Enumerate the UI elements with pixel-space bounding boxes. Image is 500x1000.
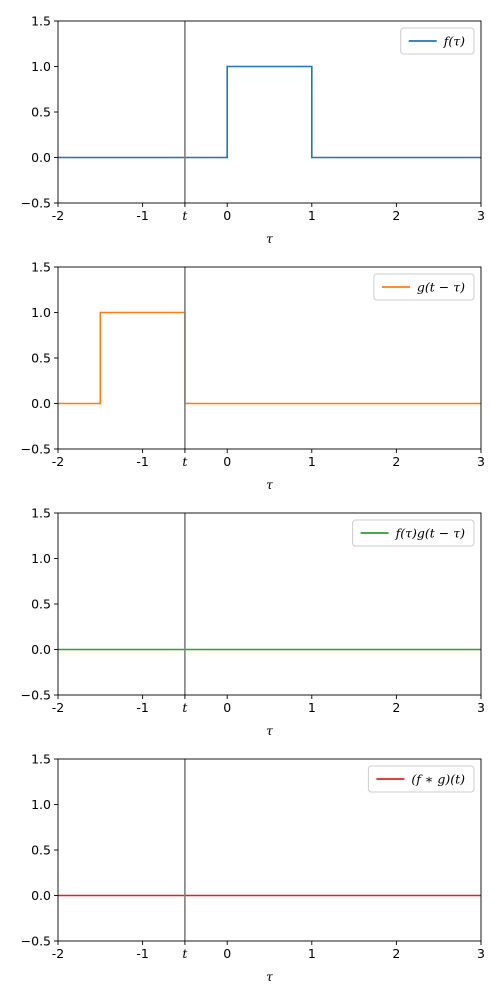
y-tick-label: −0.5 [21, 688, 51, 703]
y-tick-label: 1.5 [31, 14, 51, 29]
x-axis-label: τ [266, 969, 274, 984]
x-tick-label: 2 [392, 700, 400, 715]
x-tick-label: 0 [223, 946, 231, 961]
x-tick-label: 2 [392, 454, 400, 469]
y-tick-label: 1.0 [31, 797, 51, 812]
legend-box [400, 27, 475, 55]
x-tick-label: 0 [223, 700, 231, 715]
y-tick-label: 0.5 [31, 105, 51, 120]
legend-box [352, 519, 475, 547]
y-tick-label: 0.5 [31, 843, 51, 858]
x-tick-label-t: t [182, 454, 188, 469]
legend-label: f(τ) [443, 34, 465, 49]
chart-panel-3: -2 -1 0 1 2 3 t −0.5 0.0 0.5 1.0 1.5 τ f(τ)g(t − τ) [21, 506, 485, 739]
x-axis-label: τ [266, 231, 274, 246]
y-tick-label: −0.5 [21, 442, 51, 457]
x-tick-label: 0 [223, 454, 231, 469]
chart-panel-4: -2 -1 0 1 2 3 t −0.5 0.0 0.5 1.0 1.5 τ (f ∗ g)(t) [21, 752, 485, 985]
y-tick-label: 1.5 [31, 506, 51, 521]
x-tick-label: 1 [308, 208, 316, 223]
x-tick-label-t: t [182, 208, 188, 223]
legend: g(t − τ) [373, 273, 475, 301]
legend-box [367, 765, 475, 793]
x-tick-label: 2 [392, 208, 400, 223]
y-tick-label: 1.5 [31, 260, 51, 275]
y-tick-label: −0.5 [21, 934, 51, 949]
x-tick-label: 3 [477, 946, 485, 961]
x-tick-label-t: t [182, 700, 188, 715]
y-tick-label: 1.0 [31, 305, 51, 320]
series-line-1-1 [58, 65, 481, 159]
chart-panel-2: -2 -1 0 1 2 3 t −0.5 0.0 0.5 1.0 1.5 τ g(t − τ) [21, 260, 485, 493]
legend: (f ∗ g)(t) [367, 765, 475, 793]
x-tick-label: -1 [136, 700, 148, 715]
x-tick-label: 2 [392, 946, 400, 961]
y-tick-label: 1.0 [31, 551, 51, 566]
series-line-2-1 [58, 311, 481, 405]
y-tick-label: 0.0 [31, 396, 51, 411]
y-tick-label: 0.0 [31, 642, 51, 657]
legend-label: g(t − τ) [417, 280, 465, 295]
x-tick-label: 3 [477, 208, 485, 223]
legend-box [373, 273, 475, 301]
legend-label: (f ∗ g)(t) [411, 772, 465, 787]
y-tick-label: −0.5 [21, 196, 51, 211]
y-tick-label: 1.0 [31, 59, 51, 74]
x-tick-label: 3 [477, 454, 485, 469]
x-tick-label: 0 [223, 208, 231, 223]
x-tick-label-t: t [182, 946, 188, 961]
y-tick-label: 0.5 [31, 351, 51, 366]
legend-label: f(τ)g(t − τ) [395, 526, 466, 541]
x-axis-label: τ [266, 477, 274, 492]
x-axis-label: τ [266, 723, 274, 738]
y-tick-label: 0.5 [31, 597, 51, 612]
x-tick-label: 3 [477, 700, 485, 715]
legend: f(τ) [400, 27, 475, 55]
x-tick-label: -2 [52, 700, 64, 715]
x-tick-label: -2 [52, 946, 64, 961]
x-tick-label: -2 [52, 454, 64, 469]
legend: f(τ)g(t − τ) [352, 519, 475, 547]
y-tick-label: 1.5 [31, 752, 51, 767]
x-tick-label: -1 [136, 946, 148, 961]
x-tick-label: -1 [136, 454, 148, 469]
chart-panel-1: -2 -1 0 1 2 3 t −0.5 0.0 0.5 1.0 1.5 τ f(τ) [21, 14, 485, 247]
y-tick-label: 0.0 [31, 150, 51, 165]
x-tick-label: 1 [308, 946, 316, 961]
x-tick-label: 1 [308, 454, 316, 469]
x-tick-label: -1 [136, 208, 148, 223]
x-tick-label: 1 [308, 700, 316, 715]
y-tick-label: 0.0 [31, 888, 51, 903]
x-tick-label: -2 [52, 208, 64, 223]
